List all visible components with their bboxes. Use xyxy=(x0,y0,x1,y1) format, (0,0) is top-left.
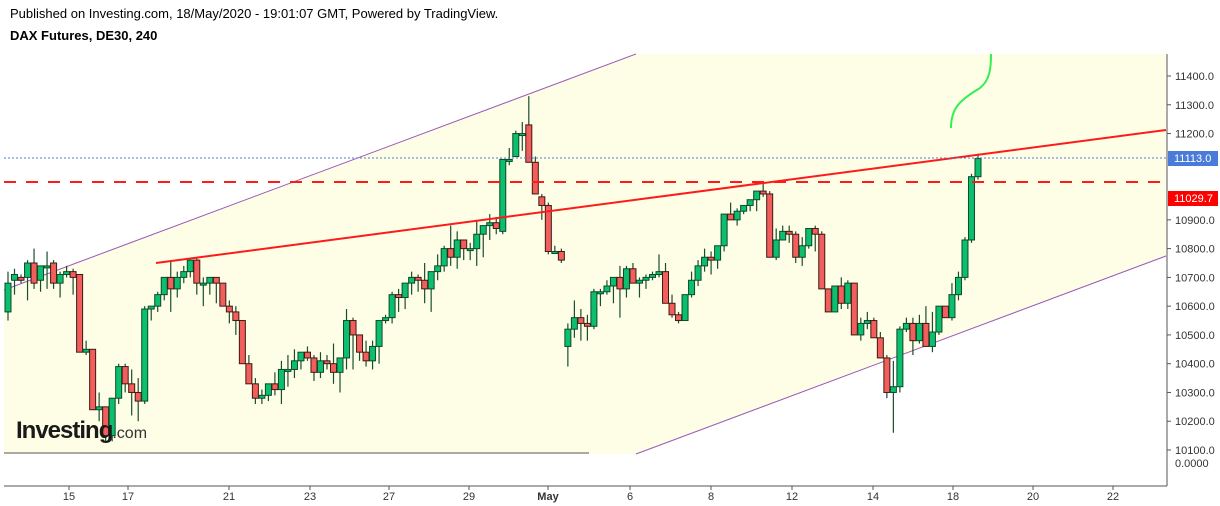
channel-upper-line xyxy=(3,53,637,291)
level-price-badge: 11029.7 xyxy=(1168,191,1218,206)
svg-text:11400.0: 11400.0 xyxy=(1175,71,1214,83)
svg-text:18: 18 xyxy=(947,491,959,503)
x-axis-ticks: 15 17 21 23 27 29 May 6 8 12 14 18 20 22 xyxy=(63,486,1119,503)
channel-fill xyxy=(4,54,1166,454)
svg-text:29: 29 xyxy=(463,491,475,503)
y-axis-ticks: 11400.0 11300.0 11200.0 10900.0 10800.0 10700… xyxy=(1167,71,1215,470)
chart-title: DAX Futures, DE30, 240 xyxy=(10,28,158,43)
svg-text:11300.0: 11300.0 xyxy=(1175,100,1214,112)
svg-text:20: 20 xyxy=(1027,491,1039,503)
svg-text:17: 17 xyxy=(122,491,134,503)
published-info: Published on Investing.com, 18/May/2020 … xyxy=(10,6,499,21)
svg-text:6: 6 xyxy=(627,491,633,503)
svg-text:11029.7: 11029.7 xyxy=(1174,193,1213,205)
svg-text:12: 12 xyxy=(786,491,798,503)
svg-text:27: 27 xyxy=(383,491,395,503)
svg-text:10200.0: 10200.0 xyxy=(1175,416,1215,428)
svg-text:10600.0: 10600.0 xyxy=(1175,301,1215,313)
svg-text:10800.0: 10800.0 xyxy=(1175,244,1215,256)
resistance-trendline xyxy=(155,129,1167,264)
candlesticks xyxy=(4,96,982,442)
investing-logo: Investing.com xyxy=(16,417,147,445)
svg-text:10500.0: 10500.0 xyxy=(1175,330,1215,342)
svg-text:10100.0: 10100.0 xyxy=(1175,445,1215,457)
svg-text:10400.0: 10400.0 xyxy=(1175,359,1215,371)
svg-text:10900.0: 10900.0 xyxy=(1175,215,1215,227)
svg-text:23: 23 xyxy=(304,491,316,503)
svg-text:May: May xyxy=(537,491,559,503)
svg-text:0.0000: 0.0000 xyxy=(1175,458,1209,470)
svg-text:15: 15 xyxy=(63,491,75,503)
svg-text:10300.0: 10300.0 xyxy=(1175,387,1215,399)
svg-text:11113.0: 11113.0 xyxy=(1174,153,1211,165)
svg-text:10700.0: 10700.0 xyxy=(1175,272,1215,284)
svg-text:21: 21 xyxy=(223,491,235,503)
last-price-badge: 11113.0 xyxy=(1168,151,1218,166)
drawn-curve xyxy=(950,53,992,129)
svg-text:11200.0: 11200.0 xyxy=(1175,129,1214,141)
svg-text:8: 8 xyxy=(708,491,714,503)
logo-suffix: .com xyxy=(112,425,148,442)
svg-text:14: 14 xyxy=(867,491,879,503)
svg-text:22: 22 xyxy=(1107,491,1119,503)
logo-text: Investing xyxy=(16,417,113,444)
